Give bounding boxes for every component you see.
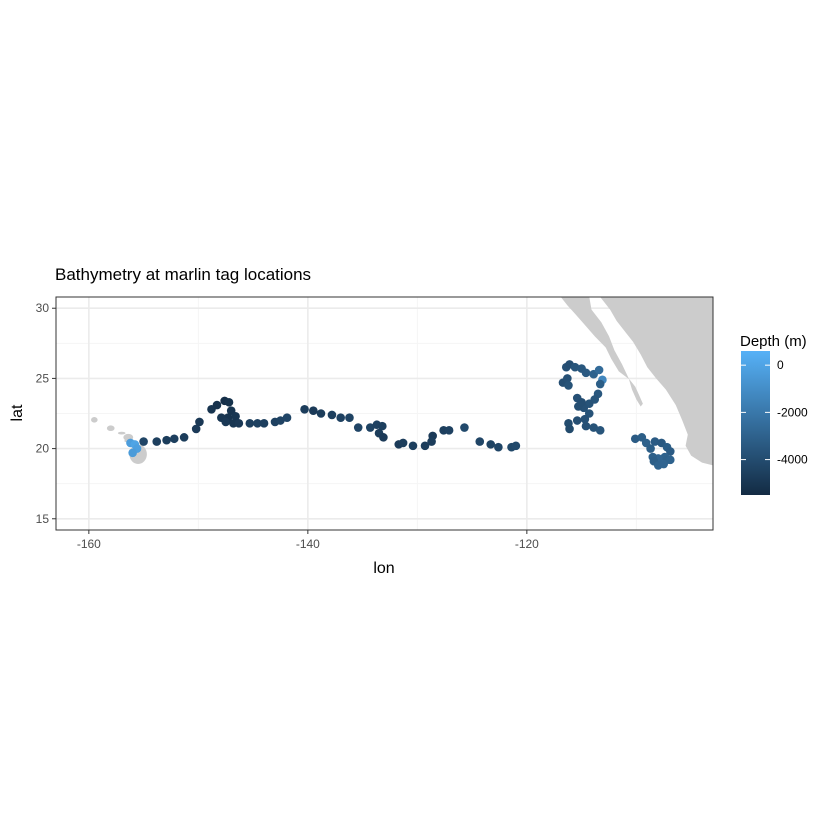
tag-point <box>162 435 171 445</box>
tag-point <box>564 381 573 390</box>
tag-point <box>309 406 318 415</box>
legend-tick-label: 0 <box>777 358 784 372</box>
tag-point <box>595 379 605 389</box>
panel-border <box>55 296 714 531</box>
tag-point <box>224 397 234 407</box>
tag-point <box>565 424 574 434</box>
x-tick-label: -160 <box>77 537 101 551</box>
tag-point <box>580 414 590 424</box>
x-tick-label: -140 <box>296 537 320 551</box>
tag-point <box>577 397 586 407</box>
tag-point <box>408 441 418 451</box>
legend-ticks: 0 -2000 -4000 <box>741 358 808 467</box>
chart-title: Bathymetry at marlin tag locations <box>55 265 311 284</box>
x-tick-label: -120 <box>515 537 539 551</box>
tag-point <box>179 433 189 442</box>
legend-tick-label: -4000 <box>777 453 808 467</box>
y-tick-label: 20 <box>36 442 50 456</box>
tag-point <box>316 409 326 418</box>
tag-point <box>336 413 346 423</box>
tag-point <box>345 413 354 423</box>
tag-point <box>191 424 201 434</box>
hawaii-island <box>106 425 115 432</box>
tag-point <box>460 423 469 432</box>
y-tick-label: 25 <box>36 371 50 385</box>
y-axis: 15 20 25 30 <box>36 301 56 526</box>
tag-point <box>665 455 675 465</box>
tag-point <box>563 374 572 383</box>
tag-point <box>282 413 292 423</box>
tag-point <box>245 419 255 428</box>
tag-point <box>169 434 179 444</box>
tag-point <box>650 437 660 446</box>
tag-point <box>221 417 231 427</box>
tag-point <box>327 410 337 420</box>
tag-point <box>195 417 204 427</box>
tag-point <box>494 442 503 452</box>
tag-point <box>589 423 598 432</box>
grid-lines <box>56 297 713 530</box>
tag-point <box>300 404 309 414</box>
y-tick-label: 15 <box>36 512 50 526</box>
tag-point <box>427 437 436 446</box>
depth-legend: Depth (m) 0 -2000 -4000 <box>740 333 808 495</box>
baja-peninsula <box>560 297 643 407</box>
tag-point <box>665 447 675 456</box>
tag-point <box>365 423 375 432</box>
tag-point <box>486 440 496 449</box>
tag-point <box>276 416 285 425</box>
tag-point <box>511 441 521 451</box>
tag-point <box>378 421 387 431</box>
y-tick-label: 30 <box>36 301 50 315</box>
tag-points <box>126 360 675 470</box>
tag-point <box>581 421 591 431</box>
tag-point <box>594 365 604 375</box>
tag-point <box>659 459 669 469</box>
tag-point <box>152 437 162 446</box>
tag-point <box>139 437 148 446</box>
x-axis: -160 -140 -120 <box>77 530 539 551</box>
tag-point <box>128 448 137 458</box>
tag-point <box>444 426 454 435</box>
legend-colorbar <box>741 351 770 495</box>
map-panel <box>55 296 714 531</box>
hawaii-island <box>91 417 98 423</box>
x-axis-title: lon <box>373 560 394 577</box>
land-polygons <box>91 297 713 466</box>
tag-point <box>581 368 591 378</box>
mexico-mainland <box>600 297 713 466</box>
tag-point <box>570 362 580 372</box>
legend-tick-label: -2000 <box>777 405 808 419</box>
tag-point <box>212 400 222 410</box>
hawaii-island <box>117 431 126 435</box>
tag-point <box>398 438 408 448</box>
tag-point <box>475 437 485 446</box>
tag-point <box>259 419 269 428</box>
y-axis-title: lat <box>9 404 26 421</box>
tag-point <box>231 412 240 421</box>
tag-point <box>572 416 582 425</box>
tag-point <box>595 426 605 435</box>
tag-point <box>234 419 244 428</box>
tag-point <box>420 441 430 451</box>
tag-point <box>379 433 388 442</box>
tag-point <box>353 423 363 432</box>
tag-point <box>253 419 262 428</box>
legend-title: Depth (m) <box>740 333 807 350</box>
tag-point <box>646 444 655 453</box>
tag-point <box>630 434 640 444</box>
